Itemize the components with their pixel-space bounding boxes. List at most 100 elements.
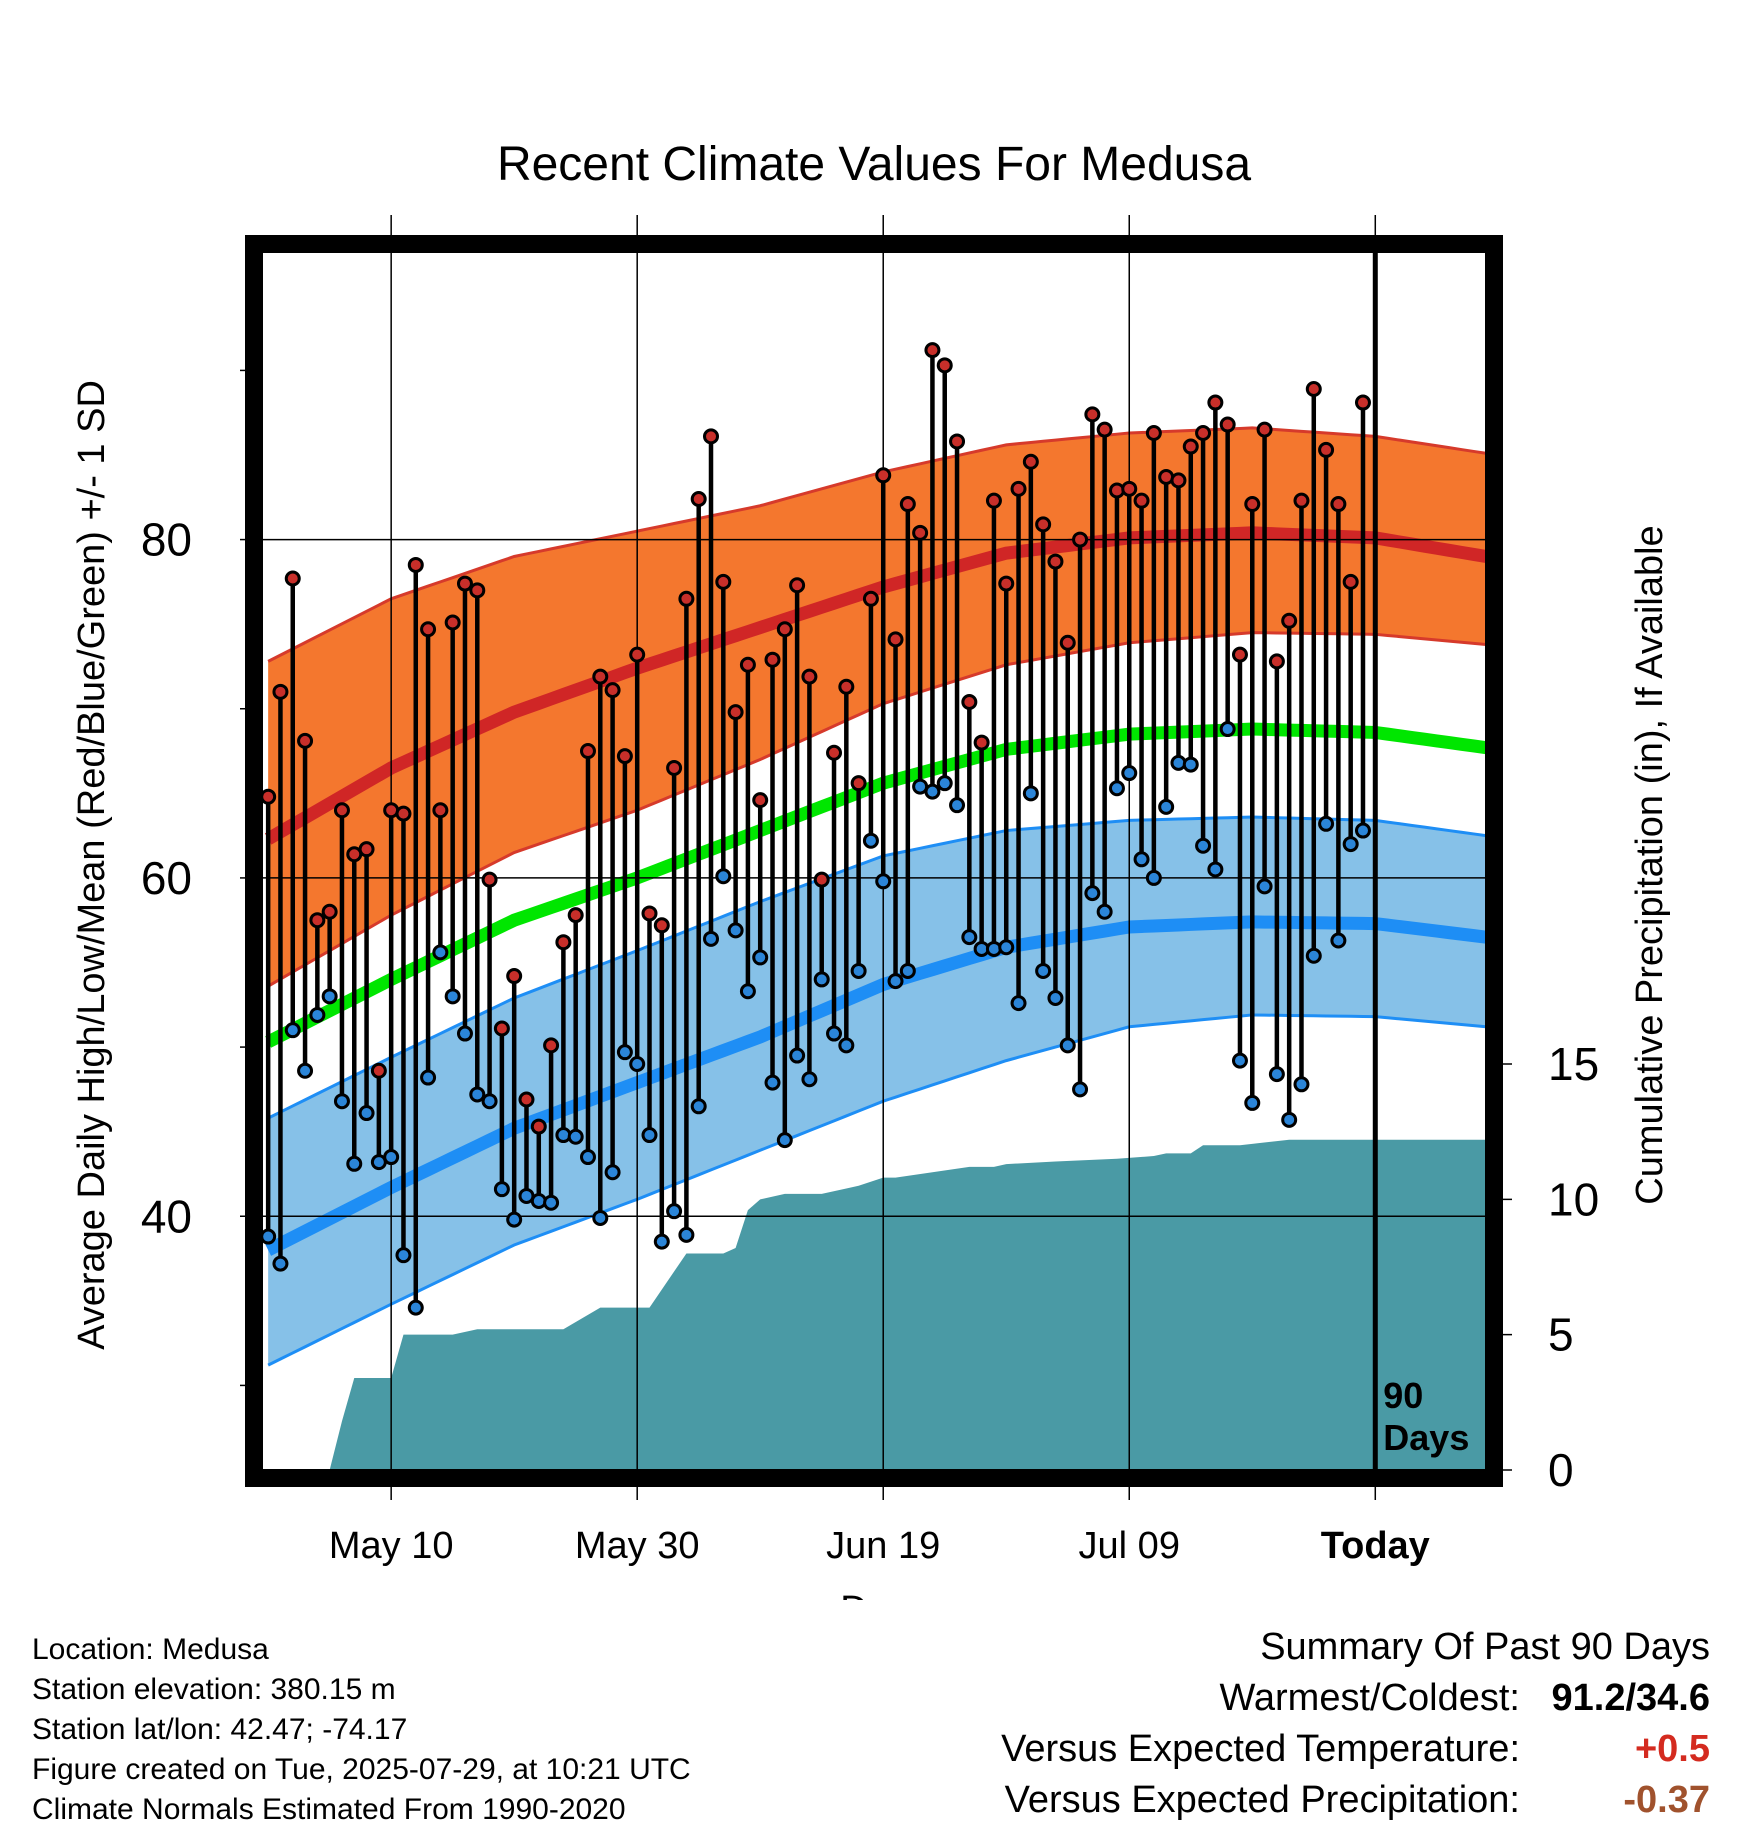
daily-low-point	[826, 1025, 843, 1042]
daily-low-point	[1108, 780, 1125, 797]
daily-high-point	[272, 683, 289, 700]
daily-high-point	[1342, 573, 1359, 590]
y-axis-title: Average Daily High/Low/Mean (Red/Blue/Gr…	[71, 380, 113, 1350]
daily-high-point	[838, 678, 855, 695]
daily-low-point	[703, 930, 720, 947]
precip-anomaly-value: -0.37	[1623, 1779, 1710, 1821]
daily-high-point	[752, 792, 769, 809]
daily-high-point	[715, 573, 732, 590]
x-tick-label: May 30	[575, 1525, 700, 1567]
daily-low-point	[604, 1164, 621, 1181]
y2-tick-label: 0	[1548, 1444, 1574, 1496]
daily-low-point	[333, 1093, 350, 1110]
daily-high-point	[727, 704, 744, 721]
daily-high-point	[973, 734, 990, 751]
daily-low-point	[1195, 837, 1212, 854]
daily-low-point	[1354, 822, 1371, 839]
daily-high-point	[469, 582, 486, 599]
daily-high-point	[961, 693, 978, 710]
daily-high-point	[703, 428, 720, 445]
daily-low-point	[1342, 836, 1359, 853]
daily-high-point	[604, 682, 621, 699]
daily-low-point	[493, 1181, 510, 1198]
daily-high-point	[629, 646, 646, 663]
daily-high-point	[936, 357, 953, 374]
daily-low-point	[1145, 869, 1162, 886]
daily-high-point	[333, 802, 350, 819]
daily-low-point	[653, 1233, 670, 1250]
daily-high-point	[1059, 634, 1076, 651]
daily-low-point	[1318, 815, 1335, 832]
daily-low-point	[358, 1105, 375, 1122]
daily-low-point	[1084, 885, 1101, 902]
daily-low-point	[420, 1069, 437, 1086]
daily-high-point	[1072, 531, 1089, 548]
daily-low-point	[739, 983, 756, 1000]
daily-high-point	[1195, 425, 1212, 442]
daily-high-point	[998, 575, 1015, 592]
daily-low-point	[1158, 798, 1175, 815]
warmest-coldest-label: Warmest/Coldest:	[1219, 1677, 1520, 1719]
daily-high-point	[567, 907, 584, 924]
daily-low-point	[1231, 1052, 1248, 1069]
daily-high-point	[862, 590, 879, 607]
daily-low-point	[1305, 947, 1322, 964]
daily-low-point	[629, 1056, 646, 1072]
daily-high-point	[1293, 492, 1310, 509]
daily-high-point	[1096, 421, 1113, 438]
daily-low-point	[407, 1299, 424, 1316]
daily-high-point	[776, 621, 793, 638]
daily-low-point	[961, 929, 978, 946]
daily-low-point	[641, 1127, 658, 1144]
daily-low-point	[678, 1226, 695, 1243]
daily-high-point	[297, 732, 314, 749]
temp-anomaly-value: +0.5	[1634, 1728, 1710, 1770]
daily-low-point	[1096, 903, 1113, 920]
y2-axis-title: Cumulative Precipitation (in), If Availa…	[1629, 525, 1671, 1204]
daily-high-point	[432, 802, 449, 819]
daily-low-point	[801, 1071, 818, 1088]
temp-anomaly-label: Versus Expected Temperature:	[1001, 1728, 1520, 1770]
warmest-coldest-value: 91.2/34.6	[1551, 1677, 1710, 1719]
daily-high-point	[1305, 381, 1322, 398]
daily-high-point	[555, 934, 572, 951]
daily-high-point	[801, 668, 818, 685]
daily-low-point	[469, 1086, 486, 1103]
daily-low-point	[1121, 765, 1138, 782]
daily-high-point	[1207, 394, 1224, 411]
elevation-text: Station elevation: 380.15 m	[32, 1673, 396, 1706]
daily-high-point	[321, 903, 338, 920]
daily-high-point	[641, 905, 658, 922]
climate-chart: Recent Climate Values For Medusa 90 Days 4…	[71, 138, 1671, 1600]
daily-low-point	[1047, 990, 1064, 1007]
daily-low-point	[579, 1149, 596, 1166]
daily-low-point	[284, 1022, 301, 1039]
daily-low-point	[262, 1228, 277, 1245]
mean-normal-line	[265, 722, 1486, 1048]
daily-high-point	[1035, 516, 1052, 533]
created-text: Figure created on Tue, 2025-07-29, at 10…	[32, 1753, 691, 1786]
daily-low-point	[776, 1132, 793, 1149]
y2-tick-label: 15	[1548, 1038, 1599, 1090]
daily-low-point	[616, 1044, 633, 1061]
daily-low-point	[432, 944, 449, 961]
daily-low-point	[887, 973, 904, 990]
daily-low-point	[383, 1149, 400, 1166]
daily-high-point	[493, 1020, 510, 1037]
today-marker-label: 90 Days	[1383, 1375, 1469, 1458]
daily-high-point	[1256, 421, 1273, 438]
daily-low-point	[949, 797, 966, 814]
daily-low-point	[444, 988, 461, 1005]
low-sd-band	[268, 817, 1486, 1366]
daily-high-point	[506, 968, 523, 985]
daily-high-point	[1219, 416, 1236, 433]
daily-high-point	[1182, 438, 1199, 455]
daily-low-point	[506, 1211, 523, 1228]
daily-low-point	[875, 873, 892, 890]
daily-low-point	[862, 832, 879, 849]
daily-high-point	[1318, 441, 1335, 458]
low-sd-lower-line	[267, 1013, 1486, 1367]
daily-high-point	[690, 490, 707, 507]
daily-low-point	[1330, 932, 1347, 949]
today-marker-line: Days	[1383, 1417, 1469, 1458]
